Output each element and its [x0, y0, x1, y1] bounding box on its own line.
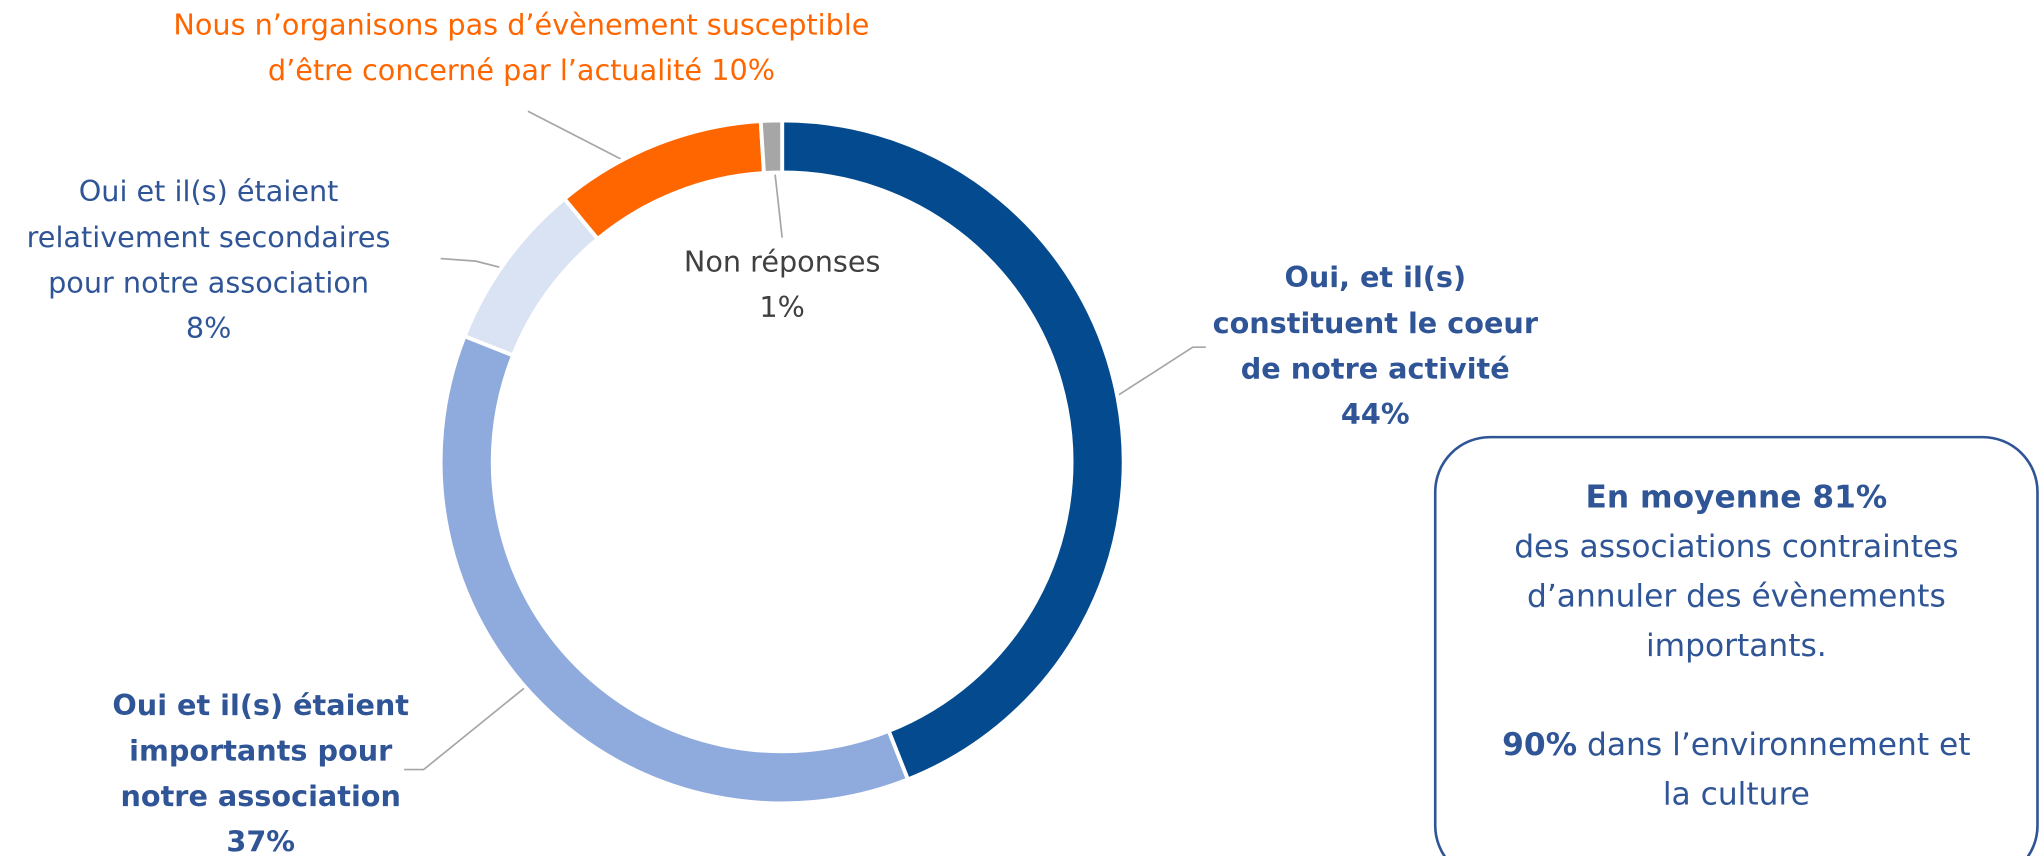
callout-text: En moyenne 81% des associations contrain… — [1435, 472, 2037, 819]
callout-bold: 90% — [1502, 726, 1578, 764]
leader-line — [404, 658, 562, 771]
segment-label: Nous n’organisons pas d’évènement suscep… — [130, 3, 912, 94]
label-box: Nous n’organisons pas d’évènement suscep… — [130, 3, 912, 94]
segment-label: Oui et il(s) étaient importants pour not… — [91, 684, 430, 856]
donut — [438, 118, 1126, 806]
label-box: Oui et il(s) étaient importants pour not… — [91, 684, 430, 856]
category-label: Nous n’organisons pas d’évènement suscep… — [173, 9, 870, 88]
label-box: Oui et il(s) étaient relativement second… — [0, 170, 424, 353]
callout-body: des associations contraintes d’annuler d… — [1514, 528, 1959, 664]
callout-title: En moyenne 81% — [1585, 478, 1888, 516]
label-box: Oui, et il(s) constituent le coeur de no… — [1206, 256, 1545, 438]
value-label: 10% — [711, 55, 775, 88]
value-label: 1% — [759, 292, 805, 326]
value-label: 44% — [1340, 399, 1410, 432]
value-label: 37% — [226, 826, 296, 856]
leader-line — [773, 167, 783, 238]
category-label: Oui et il(s) étaient relativement second… — [26, 176, 391, 301]
value-label: 8% — [185, 313, 232, 346]
segment-label: Oui, et il(s) constituent le coeur de no… — [1206, 256, 1545, 438]
category-label: Non réponses — [683, 246, 881, 280]
category-label: Oui, et il(s) constituent le coeur de no… — [1212, 262, 1538, 387]
callout-rest: dans l’environnement et la culture — [1587, 726, 1971, 813]
callout: En moyenne 81% des associations contrain… — [1435, 472, 2037, 819]
donut-segment — [758, 118, 785, 176]
donut-segment — [462, 195, 601, 358]
donut-segment — [780, 118, 1126, 782]
segment-label: Oui et il(s) étaient relativement second… — [0, 170, 424, 353]
callout-box — [1433, 435, 2039, 856]
callout-note: 90% dans l’environnement et la culture — [1435, 720, 2037, 819]
segment-label: Non réponses 1% — [652, 240, 913, 331]
category-label: Oui et il(s) étaient importants pour not… — [112, 690, 410, 814]
label-box: Non réponses 1% — [652, 240, 913, 331]
